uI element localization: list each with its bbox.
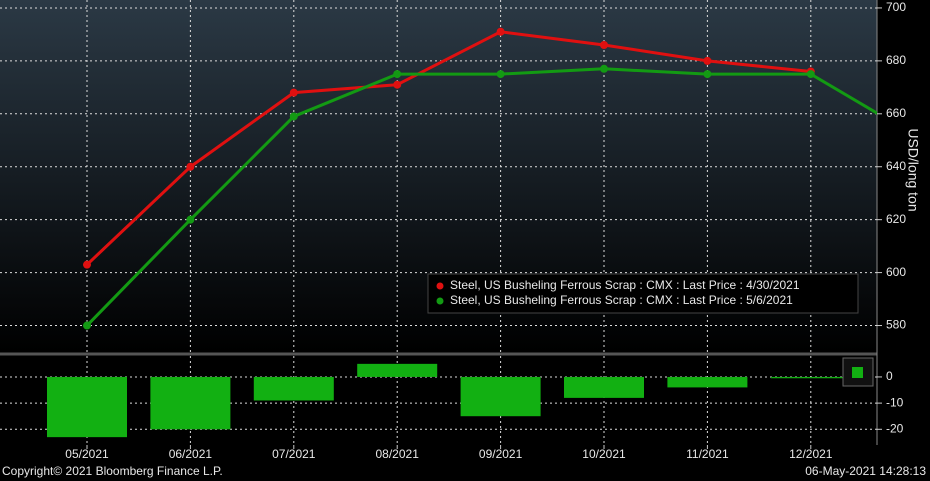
series-point <box>186 162 195 171</box>
y-tick-label: 660 <box>886 106 906 120</box>
bar <box>564 376 644 398</box>
legend: Steel, US Busheling Ferrous Scrap : CMX … <box>436 278 800 307</box>
footer-right: 06-May-2021 14:28:13 <box>805 464 926 478</box>
series-point <box>83 321 91 330</box>
y-tick-label: 600 <box>886 265 906 279</box>
series-point <box>186 215 195 224</box>
series-point <box>600 64 608 73</box>
y-tick-label: 680 <box>886 53 906 67</box>
series-point <box>393 70 402 79</box>
x-tick-label: 09/2021 <box>479 447 523 461</box>
bottom-panel <box>0 356 877 445</box>
y-tick-label: 640 <box>886 159 906 173</box>
legend-label: Steel, US Busheling Ferrous Scrap : CMX … <box>450 278 800 292</box>
x-tick-label: 07/2021 <box>272 447 316 461</box>
series-point <box>600 40 608 49</box>
series-point <box>496 27 505 36</box>
y-tick-label: 700 <box>886 0 906 14</box>
bar <box>150 376 231 430</box>
bar <box>47 376 127 438</box>
x-tick-label: 10/2021 <box>582 447 626 461</box>
series-point <box>703 56 712 65</box>
axes: 580 600 620 640 660 680 700 -20 -10 0 05/2021 06/20… <box>65 0 906 461</box>
series-point <box>289 88 298 97</box>
series-point <box>393 80 402 89</box>
bar <box>357 363 438 377</box>
bar <box>253 376 334 401</box>
x-tick-label: 06/2021 <box>169 447 213 461</box>
series-point <box>703 70 712 79</box>
legend-label: Steel, US Busheling Ferrous Scrap : CMX … <box>450 293 793 307</box>
y-tick-label: 0 <box>886 369 893 383</box>
bar <box>770 376 851 379</box>
top-plot <box>0 0 877 352</box>
series-line <box>85 30 811 266</box>
y-tick-label: 580 <box>886 318 906 332</box>
bar <box>667 376 748 388</box>
series-point <box>289 112 298 121</box>
footer-left: Copyright© 2021 Bloomberg Finance L.P. <box>2 464 223 478</box>
bar-legend-key <box>852 367 863 378</box>
bar <box>460 376 541 417</box>
series-point <box>496 70 505 79</box>
y-axis-title: USD/long ton <box>905 128 921 211</box>
bottom-plot <box>0 356 877 445</box>
y-tick-label: -20 <box>886 421 904 435</box>
y-tick-label: 620 <box>886 212 906 226</box>
series-point <box>806 70 815 79</box>
legend-marker <box>436 297 444 305</box>
x-tick-label: 12/2021 <box>789 447 833 461</box>
x-tick-label: 11/2021 <box>686 447 729 461</box>
legend-box <box>427 273 859 314</box>
y-tick-label: -10 <box>886 395 904 409</box>
legend-marker <box>436 282 444 290</box>
x-tick-label: 05/2021 <box>65 447 109 461</box>
x-tick-label: 08/2021 <box>376 447 420 461</box>
series-point <box>83 260 91 269</box>
